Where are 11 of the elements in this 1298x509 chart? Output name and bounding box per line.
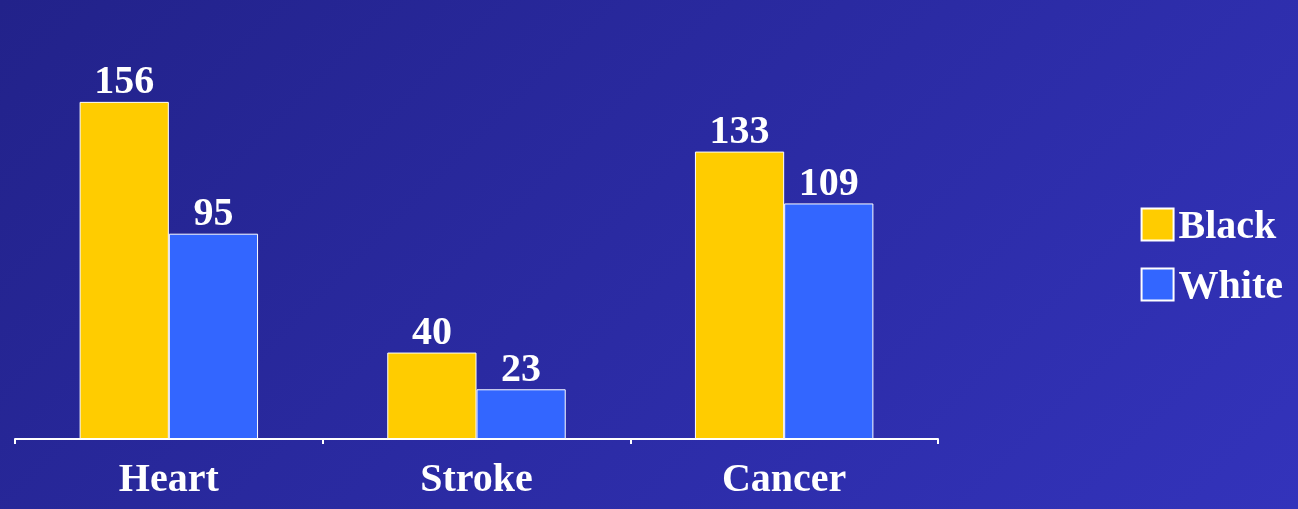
x-tick-label: Cancer <box>721 454 847 500</box>
data-label: 156 <box>94 57 155 103</box>
data-label: 40 <box>411 308 452 354</box>
data-label: 23 <box>501 344 542 390</box>
x-tick-label: Stroke <box>420 454 533 500</box>
legend-label: Black <box>1178 202 1278 247</box>
legend-label: White <box>1178 262 1283 307</box>
data-label: 95 <box>193 189 234 235</box>
x-tick-label: Heart <box>118 454 220 500</box>
data-label: 133 <box>709 107 770 153</box>
data-label: 109 <box>798 158 859 204</box>
